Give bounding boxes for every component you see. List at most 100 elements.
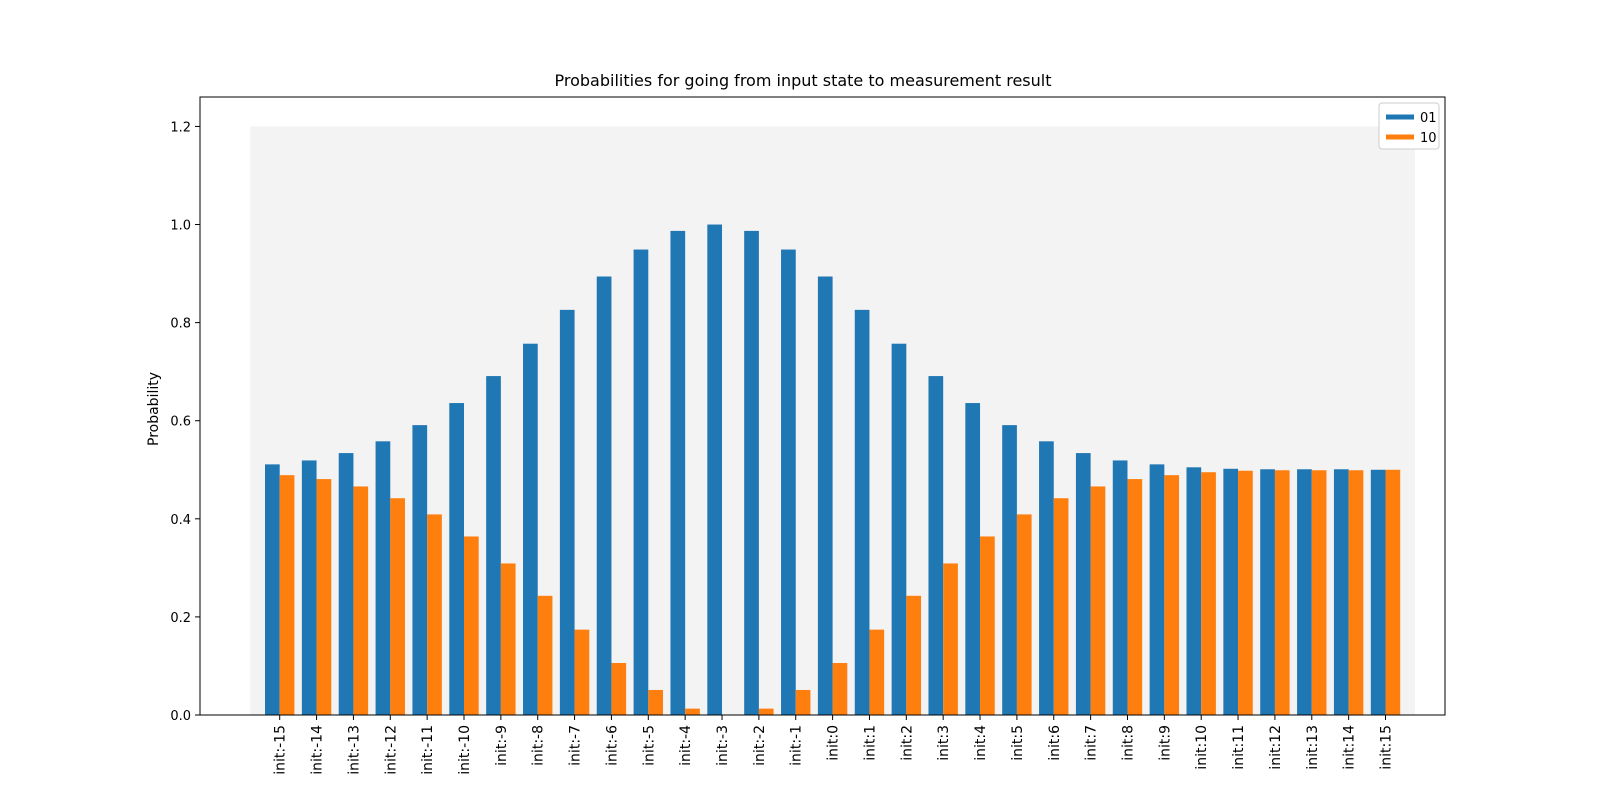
bar-01-init:0 — [817, 276, 833, 715]
x-tick-label: init:-11 — [420, 725, 436, 775]
y-axis-label: Probability — [146, 372, 162, 446]
y-tick-label: 0.8 — [170, 317, 191, 332]
bar-10-init:11 — [1238, 470, 1253, 715]
bar-01-init:-13 — [338, 453, 354, 715]
bar-01-init:15 — [1370, 469, 1386, 715]
bar-10-init:7 — [1090, 486, 1106, 715]
x-tick-label: init:4 — [973, 725, 989, 761]
x-tick-label: init:14 — [1342, 725, 1358, 770]
bar-10-init:-10 — [464, 536, 479, 715]
x-tick-label: init:9 — [1157, 725, 1173, 761]
y-tick-label: 1.2 — [170, 120, 191, 135]
x-tick-label: init:-15 — [273, 725, 289, 775]
bar-01-init:5 — [1002, 425, 1017, 715]
y-axis: 0.0 0.2 0.4 0.6 0.8 1.0 1.2 — [170, 120, 200, 724]
x-tick-label: init:7 — [1084, 725, 1100, 761]
bar-10-init:15 — [1385, 469, 1401, 715]
bar-10-init:0 — [832, 663, 848, 715]
x-tick-label: init:6 — [1047, 725, 1063, 761]
bar-01-init:-10 — [449, 403, 464, 715]
bar-10-init:-7 — [574, 629, 590, 715]
bar-01-init:-15 — [265, 464, 280, 715]
x-tick-label: init:-13 — [346, 725, 362, 775]
x-tick-label: init:-9 — [494, 725, 510, 766]
bar-01-init:12 — [1260, 469, 1275, 715]
bar-01-init:2 — [891, 343, 907, 715]
bar-10-init:-8 — [537, 595, 553, 715]
bar-10-init:-4 — [685, 708, 700, 715]
x-tick-label: init:1 — [862, 725, 878, 761]
x-tick-label: init:-4 — [678, 725, 694, 766]
bar-01-init:-2 — [744, 230, 759, 715]
bar-01-init:14 — [1333, 469, 1349, 715]
bar-01-init:3 — [928, 376, 944, 715]
bar-10-init:5 — [1016, 514, 1032, 715]
bar-01-init:13 — [1297, 469, 1312, 715]
bar-10-init:-1 — [795, 689, 811, 715]
bar-10-init:-12 — [390, 498, 405, 715]
bar-10-init:6 — [1053, 498, 1069, 715]
bar-01-init:1 — [854, 309, 870, 715]
bar-01-init:-11 — [412, 425, 428, 715]
x-tick-label: init:8 — [1120, 725, 1136, 761]
bar-10-init:13 — [1311, 470, 1327, 715]
bar-01-init:11 — [1223, 468, 1239, 715]
x-tick-label: init:-1 — [789, 725, 805, 766]
bar-10-init:9 — [1164, 475, 1180, 715]
x-tick-label: init:-3 — [715, 725, 731, 766]
bar-10-init:-9 — [500, 563, 516, 715]
bar-10-init:-2 — [758, 708, 774, 715]
x-tick-label: init:13 — [1305, 725, 1321, 770]
y-tick-label: 0.4 — [170, 513, 191, 528]
legend-label-10: 10 — [1420, 131, 1437, 146]
y-tick-label: 0.2 — [170, 611, 191, 626]
x-tick-label: init:-7 — [568, 725, 584, 766]
bar-10-init:1 — [869, 629, 885, 715]
bar-01-init:-8 — [523, 343, 538, 715]
bars — [265, 224, 1401, 716]
bar-01-init:-14 — [301, 460, 317, 715]
bar-10-init:8 — [1127, 479, 1143, 715]
bar-01-init:6 — [1039, 441, 1054, 715]
x-tick-label: init:-10 — [457, 725, 473, 775]
bar-01-init:4 — [965, 403, 981, 715]
x-tick-label: init:15 — [1379, 725, 1395, 770]
bar-10-init:3 — [943, 563, 958, 715]
bar-01-init:8 — [1112, 460, 1128, 715]
bar-10-init:14 — [1348, 470, 1364, 715]
bar-10-init:-13 — [353, 486, 369, 715]
bar-01-init:-9 — [486, 376, 501, 715]
plot-frame — [199, 96, 1446, 716]
x-tick-label: init:-5 — [641, 725, 657, 766]
bar-10-init:-11 — [427, 514, 442, 715]
x-tick-label: init:5 — [1010, 725, 1026, 761]
y-tick-label: 1.0 — [170, 219, 191, 234]
bar-10-init:2 — [906, 595, 922, 715]
bar-10-init:-15 — [279, 475, 295, 715]
bar-10-init:12 — [1274, 470, 1290, 715]
x-axis: init:-15 init:-14 init:-13 init:-12 init:-11… — [273, 715, 1395, 775]
x-tick-label: init:0 — [826, 725, 842, 761]
bar-10-init:-6 — [611, 663, 627, 715]
chart-title: Probabilities for going from input state… — [555, 71, 1052, 90]
bar-10-init:10 — [1201, 472, 1216, 715]
x-tick-label: init:-14 — [310, 725, 326, 775]
bar-01-init:10 — [1186, 467, 1202, 715]
x-tick-label: init:3 — [936, 725, 952, 761]
x-tick-label: init:-12 — [383, 725, 399, 775]
legend-label-01: 01 — [1420, 111, 1437, 126]
bar-01-init:-3 — [707, 224, 723, 715]
bar-01-init:-7 — [559, 309, 575, 715]
bar-10-init:4 — [980, 536, 995, 715]
y-tick-label: 0.0 — [170, 709, 191, 724]
x-tick-label: init:2 — [899, 725, 915, 761]
bar-01-init:7 — [1075, 453, 1091, 715]
x-tick-label: init:11 — [1231, 725, 1247, 770]
bar-01-init:-4 — [670, 230, 686, 715]
x-tick-label: init:-2 — [752, 725, 768, 766]
x-tick-label: init:12 — [1268, 725, 1284, 770]
bar-01-init:-1 — [781, 249, 796, 716]
bar-01-init:9 — [1149, 464, 1165, 715]
x-tick-label: init:-8 — [531, 725, 547, 766]
